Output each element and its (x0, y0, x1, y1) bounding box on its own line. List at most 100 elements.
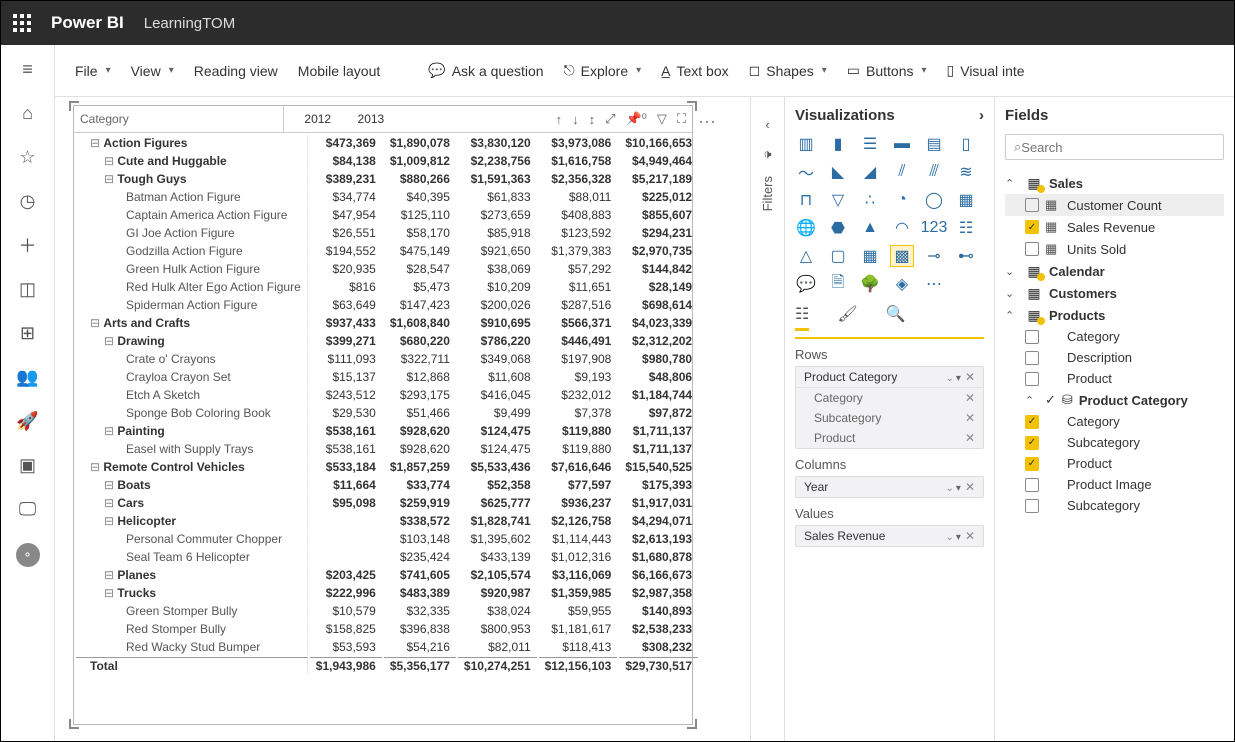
table-products[interactable]: ⌃▦Products (1005, 304, 1224, 326)
learn-icon[interactable]: 🚀 (18, 411, 38, 431)
workspaces-icon[interactable]: ▣ (18, 455, 38, 475)
my-workspace-icon[interactable]: 🖵 (18, 499, 38, 519)
field-description[interactable]: Description (1005, 347, 1224, 368)
matrix-row[interactable]: Green Stomper Bully$10,579$32,335$38,024… (76, 603, 698, 619)
datasets-icon[interactable]: ◫ (18, 279, 38, 299)
drill-down-icon[interactable]: ↓ (572, 112, 579, 127)
card-icon[interactable]: 123 (923, 218, 945, 238)
matrix-row[interactable]: Tough Guys$389,231$880,266$1,591,363$2,3… (76, 171, 698, 187)
shared-icon[interactable]: 👥 (18, 367, 38, 387)
columns-item-year[interactable]: Year (804, 480, 828, 494)
remove-revenue-icon[interactable]: ✕ (965, 529, 975, 543)
matrix-row[interactable]: Helicopter$338,572$1,828,741$2,126,758$4… (76, 513, 698, 529)
ask-question-button[interactable]: 💬 Ask a question (422, 58, 549, 83)
create-icon[interactable]: ＋ (18, 235, 38, 255)
recent-icon[interactable]: ◷ (18, 191, 38, 211)
table-calendar[interactable]: ⌄▦Calendar (1005, 260, 1224, 282)
pin-icon[interactable]: 📌⁰ (625, 111, 646, 127)
matrix-row[interactable]: Arts and Crafts$937,433$1,608,840$910,69… (76, 315, 698, 331)
r-visual-icon[interactable]: ⊸ (923, 246, 945, 266)
matrix-row[interactable]: GI Joe Action Figure$26,551$58,170$85,91… (76, 225, 698, 241)
collapse-viz-icon[interactable]: › (979, 107, 984, 124)
line-column-icon[interactable]: ⫽ (891, 162, 913, 182)
field-customer-count[interactable]: ▦Customer Count (1005, 194, 1224, 216)
matrix-row[interactable]: Drawing$399,271$680,220$786,220$446,491$… (76, 333, 698, 349)
matrix-row[interactable]: Captain America Action Figure$47,954$125… (76, 207, 698, 223)
matrix-icon[interactable]: ▩ (891, 246, 913, 266)
remove-subcategory-icon[interactable]: ✕ (965, 411, 975, 425)
matrix-row[interactable]: Batman Action Figure$34,774$40,395$61,83… (76, 189, 698, 205)
format-tab-icon[interactable]: 🖌 (837, 304, 857, 331)
columns-well[interactable]: Year⌄✕ (795, 476, 984, 498)
hierarchy-product-category[interactable]: ⌃✓⛁Product Category (1005, 389, 1224, 411)
matrix-row[interactable]: Red Wacky Stud Bumper$53,593$54,216$82,0… (76, 639, 698, 655)
line-chart-icon[interactable]: 〜 (795, 162, 817, 182)
app-launcher-icon[interactable] (13, 14, 31, 32)
key-influencers-icon[interactable]: 🗎 (827, 274, 849, 294)
field-category[interactable]: Category (1005, 326, 1224, 347)
file-menu[interactable]: File (69, 59, 117, 83)
waterfall-icon[interactable]: ⊓ (795, 190, 817, 210)
fields-search[interactable]: ⌕ (1005, 134, 1224, 160)
matrix-row[interactable]: Etch A Sketch$243,512$293,175$416,045$23… (76, 387, 698, 403)
speaker-icon[interactable]: 🕩 (763, 146, 771, 162)
100-bar-icon[interactable]: ▤ (923, 134, 945, 154)
field-product-image[interactable]: Product Image (1005, 474, 1224, 495)
rows-group-field[interactable]: Product Category (804, 370, 897, 384)
hamburger-icon[interactable]: ≡ (18, 59, 38, 79)
visual-interactions-button[interactable]: ▯ Visual inte (941, 58, 1031, 83)
field-product[interactable]: ✓Product (1005, 453, 1224, 474)
matrix-row[interactable]: Action Figures$473,369$1,890,078$3,830,1… (76, 135, 698, 151)
matrix-row[interactable]: Crayloa Crayon Set$15,137$12,868$11,608$… (76, 369, 698, 385)
matrix-row[interactable]: Cars$95,098$259,919$625,777$936,237$1,91… (76, 495, 698, 511)
remove-product-icon[interactable]: ✕ (965, 431, 975, 445)
azure-map-icon[interactable]: ▲ (859, 218, 881, 238)
field-category[interactable]: ✓Category (1005, 411, 1224, 432)
matrix-col-2012[interactable]: 2012 (284, 106, 337, 132)
field-sales-revenue[interactable]: ✓▦Sales Revenue (1005, 216, 1224, 238)
line-clustered-icon[interactable]: ⫻ (923, 162, 945, 182)
expand-all-icon[interactable]: ↕ (589, 112, 596, 127)
multi-card-icon[interactable]: ☷ (955, 218, 977, 238)
ribbon-chart-icon[interactable]: ≋ (955, 162, 977, 182)
matrix-row[interactable]: Easel with Supply Trays$538,161$928,620$… (76, 441, 698, 457)
view-menu[interactable]: View (125, 59, 180, 83)
report-canvas[interactable]: ⋯ Category 2012 2013 ↑ ↓ ↕ ⤢ (55, 97, 750, 741)
slicer-icon[interactable]: ▢ (827, 246, 849, 266)
stacked-bar-icon[interactable]: ▥ (795, 134, 817, 154)
filter-icon[interactable]: ▽ (657, 111, 667, 127)
decomp-tree-icon[interactable]: 🌳 (859, 274, 881, 294)
remove-rows-group-icon[interactable]: ✕ (965, 370, 975, 384)
visual-more-icon[interactable]: ⋯ (698, 112, 718, 133)
field-subcategory[interactable]: ✓Subcategory (1005, 432, 1224, 453)
matrix-row[interactable]: Personal Commuter Chopper$103,148$1,395,… (76, 531, 698, 547)
apps-icon[interactable]: ⊞ (18, 323, 38, 343)
collapse-filters-icon[interactable]: ‹ (765, 117, 769, 132)
mobile-layout-button[interactable]: Mobile layout (292, 59, 387, 83)
table-customers[interactable]: ⌄▦Customers (1005, 282, 1224, 304)
qna-icon[interactable]: 💬 (795, 274, 817, 294)
matrix-visual[interactable]: ⋯ Category 2012 2013 ↑ ↓ ↕ ⤢ (73, 105, 693, 725)
matrix-row[interactable]: Planes$203,425$741,605$2,105,574$3,116,0… (76, 567, 698, 583)
matrix-row[interactable]: Red Stomper Bully$158,825$396,838$800,95… (76, 621, 698, 637)
treemap-icon[interactable]: ▦ (955, 190, 977, 210)
100-column-icon[interactable]: ▯ (955, 134, 977, 154)
shapes-menu[interactable]: ◻ Shapes (743, 58, 833, 83)
matrix-row[interactable]: Spiderman Action Figure$63,649$147,423$2… (76, 297, 698, 313)
matrix-row[interactable]: Sponge Bob Coloring Book$29,530$51,466$9… (76, 405, 698, 421)
rows-well[interactable]: Product Category⌄✕ Category✕ Subcategory… (795, 366, 984, 449)
scatter-icon[interactable]: ∴ (859, 190, 881, 210)
matrix-row[interactable]: Remote Control Vehicles$533,184$1,857,25… (76, 459, 698, 475)
stacked-area-icon[interactable]: ◢ (859, 162, 881, 182)
funnel-icon[interactable]: ▽ (827, 190, 849, 210)
matrix-row[interactable]: Painting$538,161$928,620$124,475$119,880… (76, 423, 698, 439)
matrix-row[interactable]: Godzilla Action Figure$194,552$475,149$9… (76, 243, 698, 259)
favorites-icon[interactable]: ☆ (18, 147, 38, 167)
remove-year-icon[interactable]: ✕ (965, 480, 975, 494)
area-chart-icon[interactable]: ◣ (827, 162, 849, 182)
home-icon[interactable]: ⌂ (18, 103, 38, 123)
explore-menu[interactable]: ⎋ Explore (558, 58, 648, 83)
more-visuals-icon[interactable]: ⋯ (923, 274, 945, 294)
remove-category-icon[interactable]: ✕ (965, 391, 975, 405)
matrix-row[interactable]: Crate o' Crayons$111,093$322,711$349,068… (76, 351, 698, 367)
